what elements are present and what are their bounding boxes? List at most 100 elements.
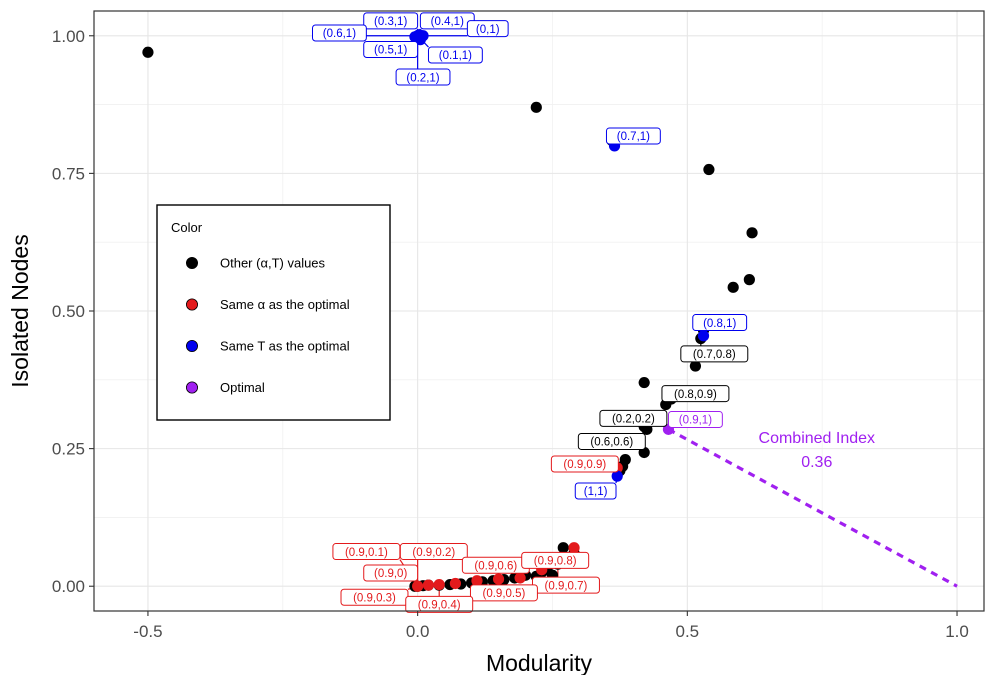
point-same-alpha — [449, 577, 461, 590]
point-same-t — [697, 330, 710, 342]
point-label-box — [363, 41, 419, 59]
point-label: (0.9,0.8) — [521, 551, 590, 569]
point-label: (0.9,0.5) — [469, 584, 538, 602]
point-label-text: (0.9,1) — [679, 415, 712, 427]
point-label-box — [395, 68, 451, 86]
point-label-box — [311, 24, 367, 42]
point-other — [530, 101, 542, 113]
point-other — [743, 274, 755, 286]
point-label: (0.9,0.4) — [405, 595, 474, 613]
legend-entry-label: Same α as the optimal — [220, 297, 350, 312]
point-label-box — [427, 46, 483, 64]
combined-index-line — [667, 427, 958, 588]
point-label: (0.5,1) — [363, 41, 419, 59]
legend-key — [185, 339, 198, 352]
annotation-text-layer: Combined Index 0.36 — [759, 430, 876, 471]
point-label-box — [399, 543, 468, 561]
point-label-text: (0.9,0.3) — [353, 592, 396, 604]
legend-title: Color — [171, 220, 203, 235]
y-tick-label: 0.75 — [52, 164, 85, 183]
point-same-alpha — [471, 575, 483, 587]
point-label-text: (0.6,1) — [323, 28, 356, 40]
point-same-alpha — [422, 579, 435, 591]
x-tick-label: 0.5 — [676, 622, 700, 641]
data-points — [142, 29, 758, 592]
point-label: (0.6,0.6) — [577, 432, 646, 450]
point-label-box — [692, 314, 748, 332]
point-label-text: (0.4,1) — [431, 16, 464, 28]
point-label: (0.8,0.9) — [661, 385, 730, 403]
point-other — [689, 360, 702, 372]
point-label-text: (1,1) — [584, 486, 608, 498]
point-label-text: (0.8,1) — [703, 318, 736, 330]
point-label-text: (0.9,0.4) — [418, 600, 461, 612]
point-same-alpha — [568, 542, 580, 554]
point-same-t — [611, 470, 623, 482]
point-same-alpha — [492, 573, 505, 585]
x-tick-label: -0.5 — [133, 622, 162, 641]
point-label-text: (0.9,0.2) — [412, 547, 455, 559]
y-axis-title: Isolated Nodes — [7, 234, 33, 387]
y-tick-label: 0.25 — [52, 440, 85, 459]
point-label: (0.7,1) — [605, 127, 661, 145]
point-label-text: (0.1,1) — [439, 50, 472, 62]
x-tick-label: 1.0 — [945, 622, 969, 641]
major-grid — [94, 11, 984, 611]
point-same-alpha — [433, 578, 445, 591]
point-other — [142, 46, 154, 58]
point-label-box — [363, 564, 419, 582]
point-label-text: (0.9,0) — [374, 568, 407, 580]
point-label-text: (0.9,0.9) — [563, 459, 606, 471]
legend: Color Other (α,T) values Same α as the op… — [156, 204, 391, 421]
point-label-text: (0.2,1) — [406, 72, 439, 84]
point-label-text: (0.2,0.2) — [612, 414, 655, 426]
legend-entry-label: Other (α,T) values — [220, 256, 326, 271]
point-label-box — [574, 482, 617, 500]
point-other — [703, 163, 715, 176]
combined-index-label: Combined Index — [759, 430, 876, 447]
point-label-text: (0,1) — [476, 24, 500, 36]
x-axis-title: Modularity — [486, 650, 593, 675]
y-tick-label: 0.00 — [52, 577, 85, 596]
point-label: (0.8,1) — [692, 314, 748, 332]
point-label-text: (0.9,0.1) — [345, 547, 388, 559]
y-axis-ticks: 0.00 0.25 0.50 0.75 1.00 — [52, 27, 94, 596]
point-label-box — [466, 20, 509, 38]
x-tick-label: 0.0 — [406, 622, 430, 641]
point-label-box — [667, 410, 723, 428]
point-label-text: (0.9,0.8) — [534, 556, 577, 568]
point-labels: (0.3,1) (0.4,1) (0,1) (0.6,1) (0.5,1) (0.1,1)… — [311, 12, 749, 613]
point-label: (0.2,1) — [395, 68, 451, 86]
annotation-line-layer — [667, 427, 958, 588]
y-tick-label: 1.00 — [52, 27, 85, 46]
point-label-text: (0.9,0.6) — [474, 561, 517, 573]
point-label: (0.9,0.7) — [531, 576, 600, 594]
point-other — [746, 227, 758, 239]
point-label-text: (0.3,1) — [374, 16, 407, 28]
point-label: (0.1,1) — [427, 46, 483, 64]
point-label: (0,1) — [466, 20, 509, 38]
legend-entry-label: Same T as the optimal — [220, 339, 350, 354]
point-label: (0.6,1) — [311, 24, 367, 42]
point-same-alpha — [412, 580, 424, 592]
point-label-box — [550, 455, 619, 473]
point-label: (0.9,1) — [667, 410, 723, 428]
x-axis-ticks: -0.5 0.0 0.5 1.0 — [133, 611, 969, 641]
point-same-t — [413, 29, 425, 41]
point-label: (0.9,0.6) — [461, 556, 530, 574]
point-label-text: (0.6,0.6) — [590, 437, 633, 449]
point-other — [638, 376, 650, 389]
point-label-box — [521, 551, 590, 569]
point-label-text: (0.7,0.8) — [693, 349, 736, 361]
point-label-box — [605, 127, 661, 145]
point-label-box — [577, 432, 646, 450]
combined-index-value: 0.36 — [801, 454, 832, 471]
point-other — [557, 542, 569, 554]
point-label: (0.2,0.2) — [599, 409, 668, 427]
point-label: (0.9,0.1) — [332, 543, 401, 561]
point-other — [727, 281, 739, 293]
point-same-alpha — [514, 572, 526, 584]
point-label-text: (0.9,0.7) — [545, 580, 588, 592]
point-label: (0.4,1) — [419, 12, 475, 30]
